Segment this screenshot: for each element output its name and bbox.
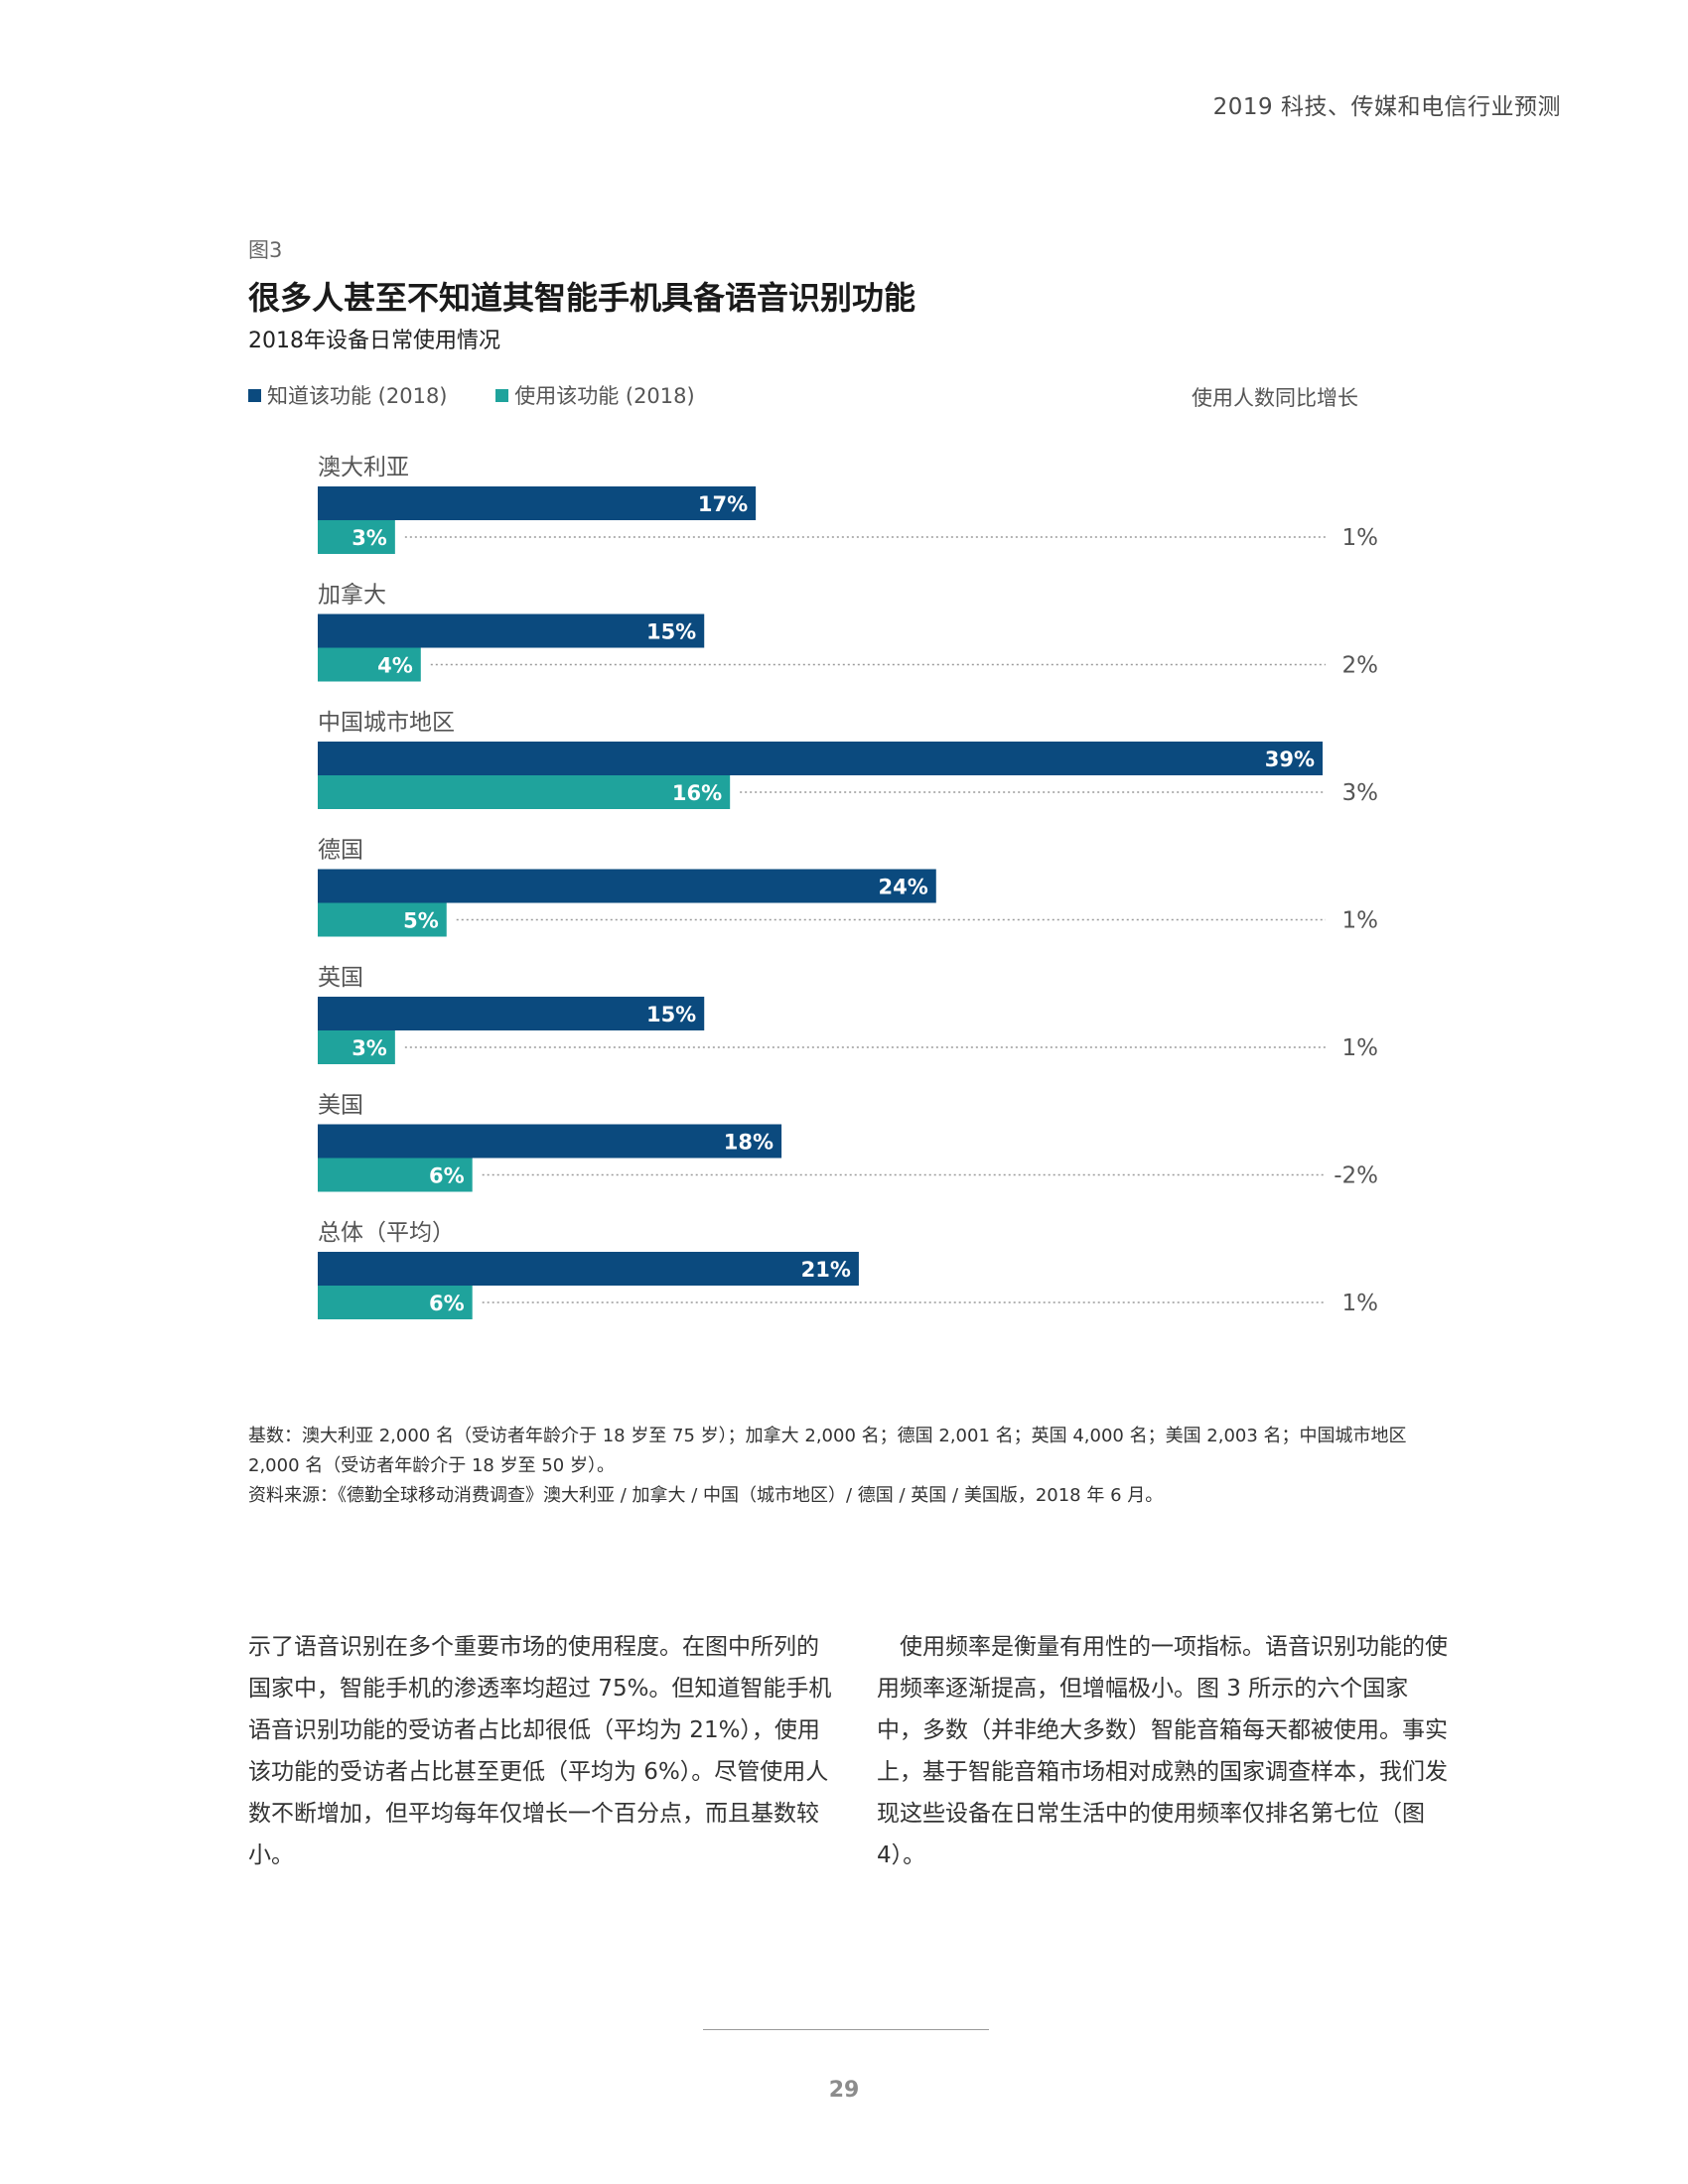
legend-swatch-use bbox=[495, 388, 509, 402]
legend-item-aware: 知道该功能 (2018) bbox=[248, 380, 448, 410]
bar-use-value-label: 6% bbox=[429, 1164, 465, 1188]
figure-subtitle: 2018年设备日常使用情况 bbox=[248, 329, 500, 353]
bar-aware-value-label: 24% bbox=[879, 876, 928, 899]
running-header: 2019 科技、传媒和电信行业预测 bbox=[1212, 94, 1561, 120]
bar-aware bbox=[318, 486, 757, 520]
chart-legend: 知道该功能 (2018) 使用该功能 (2018) bbox=[248, 380, 737, 410]
figure-label: 图3 bbox=[248, 238, 283, 262]
chart-notes: 基数：澳大利亚 2,000 名（受访者年龄介于 18 岁至 75 岁）；加拿大 … bbox=[248, 1422, 1440, 1511]
growth-value-label: 3% bbox=[1342, 780, 1379, 806]
bar-use-value-label: 6% bbox=[429, 1292, 465, 1315]
bar-use-value-label: 3% bbox=[352, 1036, 387, 1060]
legend-label-aware: 知道该功能 (2018) bbox=[267, 384, 448, 408]
body-paragraph-right: 使用频率是衡量有用性的一项指标。语音识别功能的使用频率逐渐提高，但增幅极小。图 … bbox=[877, 1634, 1448, 1868]
bar-use bbox=[318, 1158, 473, 1192]
figure-title: 很多人甚至不知道其智能手机具备语音识别功能 bbox=[248, 279, 916, 317]
page-number: 29 bbox=[828, 2078, 860, 2103]
bar-aware bbox=[318, 742, 1323, 775]
base-note: 基数：澳大利亚 2,000 名（受访者年龄介于 18 岁至 75 岁）；加拿大 … bbox=[248, 1426, 1407, 1476]
bar-use-value-label: 5% bbox=[403, 909, 439, 933]
bar-use bbox=[318, 647, 421, 682]
source-note: 资料来源：《德勤全球移动消费调查》澳大利亚 / 加拿大 / 中国（城市地区）/ … bbox=[248, 1485, 1164, 1506]
bar-use-value-label: 16% bbox=[672, 781, 722, 805]
footer-rule bbox=[703, 2029, 989, 2030]
category-label: 总体（平均） bbox=[318, 1220, 455, 1246]
bar-aware bbox=[318, 1124, 782, 1159]
growth-value-label: 1% bbox=[1342, 908, 1379, 934]
body-paragraph-left: 示了语音识别在多个重要市场的使用程度。在图中所列的国家中，智能手机的渗透率均超过… bbox=[248, 1634, 832, 1868]
growth-value-label: 1% bbox=[1342, 1035, 1379, 1061]
legend-item-use: 使用该功能 (2018) bbox=[495, 380, 695, 410]
body-column-right: 使用频率是衡量有用性的一项指标。语音识别功能的使用频率逐渐提高，但增幅极小。图 … bbox=[877, 1626, 1453, 1876]
growth-value-label: 1% bbox=[1342, 525, 1379, 551]
growth-value-label: 2% bbox=[1342, 653, 1379, 679]
category-label: 加拿大 bbox=[318, 582, 386, 609]
bar-aware-value-label: 15% bbox=[646, 1003, 696, 1026]
legend-swatch-aware bbox=[248, 388, 261, 402]
bar-chart: 澳大利亚 17% 3% 1% 加拿大 15% 4% 2% 中国城市地区 39% 16% 3% 德国 24%… bbox=[318, 455, 1379, 1319]
bar-aware-value-label: 17% bbox=[698, 492, 748, 516]
category-label: 澳大利亚 bbox=[318, 455, 409, 480]
bar-aware-value-label: 39% bbox=[1265, 748, 1315, 771]
bar-aware-value-label: 21% bbox=[801, 1258, 851, 1282]
bar-aware-value-label: 15% bbox=[646, 620, 696, 644]
growth-value-label: 1% bbox=[1342, 1291, 1379, 1316]
bar-aware bbox=[318, 1252, 859, 1286]
bar-aware bbox=[318, 997, 705, 1030]
category-label: 德国 bbox=[318, 838, 363, 864]
growth-column-header: 使用人数同比增长 bbox=[1192, 386, 1358, 410]
body-column-left: 示了语音识别在多个重要市场的使用程度。在图中所列的国家中，智能手机的渗透率均超过… bbox=[248, 1626, 834, 1876]
bar-aware-value-label: 18% bbox=[724, 1131, 774, 1155]
bar-use bbox=[318, 775, 731, 809]
growth-value-label: -2% bbox=[1334, 1163, 1378, 1189]
bar-use bbox=[318, 520, 395, 554]
category-label: 英国 bbox=[318, 965, 363, 991]
bar-use bbox=[318, 1030, 395, 1064]
bar-use bbox=[318, 902, 447, 937]
legend-label-use: 使用该功能 (2018) bbox=[514, 384, 695, 408]
bar-use bbox=[318, 1286, 473, 1319]
category-label: 中国城市地区 bbox=[318, 710, 455, 736]
bar-use-value-label: 4% bbox=[377, 654, 413, 678]
bar-use-value-label: 3% bbox=[352, 526, 387, 550]
bar-aware bbox=[318, 869, 936, 903]
bar-aware bbox=[318, 614, 705, 648]
category-label: 美国 bbox=[318, 1093, 363, 1119]
